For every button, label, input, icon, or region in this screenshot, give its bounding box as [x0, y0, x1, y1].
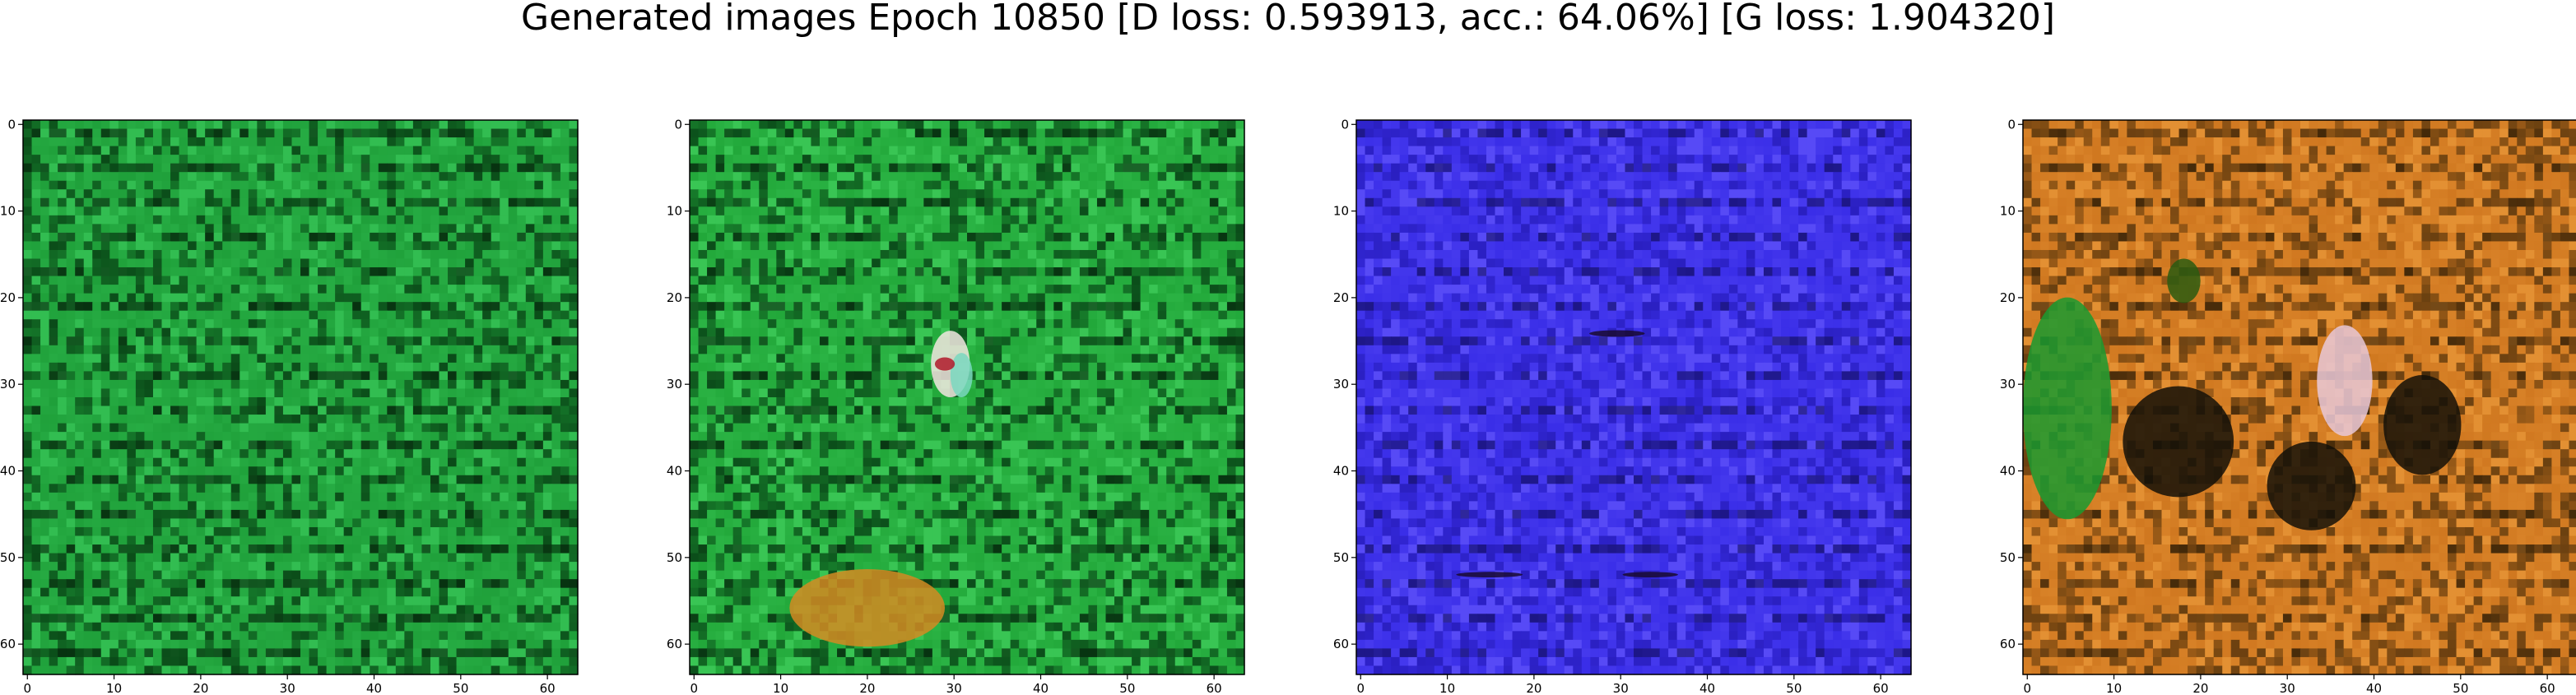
- x-tick-label: 50: [1786, 681, 1802, 695]
- y-tick-label: 20: [0, 290, 16, 305]
- image-panel-2: 0 10 20 30 40 50 60 0 10 20 30 40 50 60: [667, 0, 1276, 695]
- y-tick-label: 30: [2000, 377, 2016, 392]
- y-tick-label: 50: [667, 550, 682, 565]
- image-panel-1: 0 10 20 30 40 50 60 0 10 20 30 40 50 60: [0, 0, 609, 695]
- x-tick-label: 40: [2366, 681, 2382, 695]
- x-tick-label: 30: [1613, 681, 1629, 695]
- x-tick-label: 10: [2106, 681, 2122, 695]
- x-tick-label: 50: [2453, 681, 2468, 695]
- image-feature-blob: [789, 568, 946, 647]
- panel-3-plot: 0 10 20 30 40 50 60 0 10 20 30 40 50 60: [1333, 117, 1912, 695]
- image-feature-blob: [2317, 325, 2373, 437]
- axes-frame: [2022, 119, 2576, 675]
- generated-image-pixels: [23, 120, 579, 675]
- axes-frame: [689, 119, 1245, 675]
- y-tick-label: 30: [1333, 377, 1349, 392]
- image-feature-streak: [1456, 572, 1523, 578]
- x-tick-label: 50: [1119, 681, 1135, 695]
- axes-frame: [22, 119, 579, 675]
- image-feature-blob: [2167, 258, 2201, 303]
- x-tick-label: 30: [946, 681, 962, 695]
- x-tick-label: 0: [1356, 681, 1365, 695]
- y-tick-label: 60: [1333, 637, 1349, 651]
- panel-4-plot: 0 10 20 30 40 50 60 0 10 20 30 40 50 60: [2000, 117, 2576, 695]
- image-panel-3: 0 10 20 30 40 50 60 0 10 20 30 40 50 60: [1333, 0, 1942, 695]
- image-feature-blob: [950, 353, 973, 397]
- y-tick-label: 40: [667, 464, 682, 479]
- y-tick-label: 60: [2000, 637, 2016, 651]
- image-panel-4: 0 10 20 30 40 50 60 0 10 20 30 40 50 60: [2000, 0, 2576, 695]
- x-tick-label: 0: [2023, 681, 2031, 695]
- generated-image-pixels: [690, 120, 1245, 675]
- figure-title: Generated images Epoch 10850 [D loss: 0.…: [520, 0, 2056, 39]
- y-tick-label: 10: [1333, 204, 1349, 219]
- y-tick-label: 40: [0, 464, 16, 479]
- y-tick-label: 30: [0, 377, 16, 392]
- image-feature-blob: [2023, 297, 2112, 520]
- y-tick-label: 20: [1333, 290, 1349, 305]
- x-tick-label: 60: [2540, 681, 2555, 695]
- y-tick-label: 10: [0, 204, 16, 219]
- axes-frame: [1355, 119, 1912, 675]
- x-tick-label: 0: [690, 681, 698, 695]
- x-tick-label: 10: [1439, 681, 1455, 695]
- image-feature-streak: [1622, 572, 1678, 578]
- generated-image-pixels: [2023, 120, 2576, 675]
- y-tick-label: 20: [2000, 290, 2016, 305]
- x-tick-label: 60: [540, 681, 556, 695]
- image-feature-blob: [934, 357, 956, 371]
- y-tick-label: 20: [667, 290, 682, 305]
- x-tick-label: 50: [453, 681, 468, 695]
- x-tick-label: 30: [280, 681, 295, 695]
- x-tick-label: 20: [1526, 681, 1541, 695]
- generated-image-pixels: [1356, 120, 1912, 675]
- x-tick-label: 60: [1873, 681, 1889, 695]
- y-tick-label: 0: [7, 117, 16, 132]
- y-tick-label: 0: [2007, 117, 2016, 132]
- y-tick-label: 40: [2000, 464, 2016, 479]
- y-tick-label: 10: [2000, 204, 2016, 219]
- y-tick-label: 0: [674, 117, 682, 132]
- x-tick-label: 40: [366, 681, 382, 695]
- x-tick-label: 20: [859, 681, 875, 695]
- x-tick-label: 30: [2280, 681, 2295, 695]
- y-tick-label: 40: [1333, 464, 1349, 479]
- panel-2-plot: 0 10 20 30 40 50 60 0 10 20 30 40 50 60: [667, 117, 1245, 695]
- y-tick-label: 50: [0, 550, 16, 565]
- y-tick-label: 50: [2000, 550, 2016, 565]
- x-tick-label: 40: [1700, 681, 1715, 695]
- x-tick-label: 60: [1207, 681, 1222, 695]
- x-tick-label: 20: [2192, 681, 2208, 695]
- y-tick-label: 30: [667, 377, 682, 392]
- y-tick-label: 60: [0, 637, 16, 651]
- x-tick-label: 10: [106, 681, 122, 695]
- y-tick-label: 0: [1341, 117, 1349, 132]
- x-tick-label: 0: [23, 681, 31, 695]
- x-tick-label: 20: [193, 681, 208, 695]
- image-feature-blob: [2383, 375, 2462, 475]
- y-tick-label: 60: [667, 637, 682, 651]
- y-tick-label: 50: [1333, 550, 1349, 565]
- x-tick-label: 40: [1033, 681, 1049, 695]
- x-tick-label: 10: [773, 681, 788, 695]
- y-tick-label: 10: [667, 204, 682, 219]
- image-feature-streak: [1589, 330, 1645, 337]
- image-feature-blob: [2123, 386, 2234, 498]
- image-feature-blob: [2267, 441, 2356, 531]
- panel-1-plot: 0 10 20 30 40 50 60 0 10 20 30 40 50 60: [0, 117, 579, 695]
